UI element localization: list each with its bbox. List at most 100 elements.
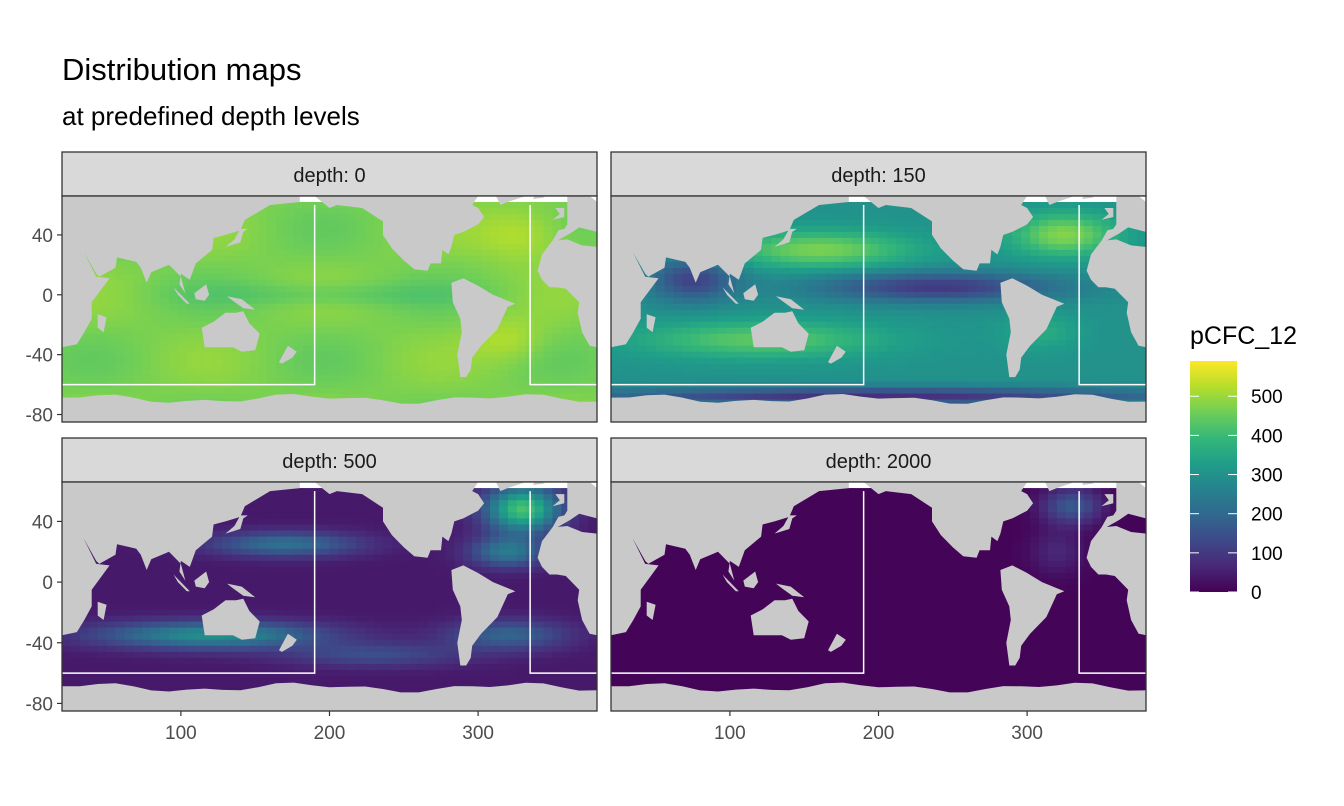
- land-antarctica: [611, 682, 1146, 711]
- land-newzealand: [279, 345, 297, 364]
- land-australia: [201, 311, 260, 352]
- land-northamerica: [314, 196, 485, 271]
- facet-strip-label: depth: 150: [831, 165, 926, 187]
- legend-break-label: 200: [1251, 505, 1283, 526]
- facet-strip: [61, 437, 598, 483]
- section-boundary-pacific: [611, 491, 865, 674]
- land-europe: [1101, 482, 1146, 528]
- facet-strip: [610, 437, 1147, 483]
- legend: pCFC_12 500 400 300 200 100 0: [1190, 322, 1297, 604]
- land-northamerica: [863, 482, 1034, 558]
- land-africa2: [1086, 526, 1146, 636]
- land-africa2: [537, 239, 597, 348]
- land-europe: [552, 196, 597, 241]
- facet-panel-depth-500: depth: 500: [61, 437, 598, 712]
- legend-break-label: 0: [1251, 583, 1262, 604]
- land-australia: [750, 598, 809, 640]
- land-uk: [1101, 208, 1114, 220]
- land-madagascar: [97, 314, 107, 333]
- land-greenland: [495, 482, 526, 492]
- section-boundary-pacific: [62, 491, 316, 674]
- facet-panels: depth: 0 depth: 150 depth: 500 depth: 2000: [61, 151, 1147, 712]
- land-africa: [611, 527, 659, 636]
- chart-subtitle: at predefined depth levels: [62, 101, 360, 131]
- chart-title: Distribution maps: [62, 52, 302, 87]
- x-tick-label: 300: [1011, 723, 1043, 744]
- land-southamerica: [1000, 278, 1065, 378]
- panel-border: [61, 195, 598, 423]
- land-newzealand: [279, 633, 297, 652]
- land-australia: [750, 311, 809, 352]
- land-southamerica: [451, 565, 516, 666]
- y-tick-label: 40: [32, 512, 53, 533]
- legend-break-label: 300: [1251, 466, 1283, 487]
- facet-panel-depth-0: depth: 0: [61, 151, 598, 423]
- land-iceland: [1082, 482, 1094, 485]
- section-boundary-atlantic: [1078, 491, 1146, 674]
- land-europe: [1101, 196, 1146, 241]
- land-southamerica: [1000, 565, 1065, 666]
- land-mask: [611, 196, 1146, 422]
- y-tick-label: -80: [26, 694, 53, 715]
- facet-panel-depth-150: depth: 150: [610, 151, 1147, 423]
- land-antarctica: [611, 394, 1146, 422]
- legend-break-label: 100: [1251, 544, 1283, 565]
- y-tick-label: 0: [42, 573, 53, 594]
- land-antarctica: [62, 394, 597, 422]
- land-japan: [774, 228, 797, 247]
- x-tick-label: 100: [714, 723, 746, 744]
- section-boundary-atlantic: [529, 204, 597, 386]
- x-tick-label: 200: [863, 723, 895, 744]
- land-mask: [62, 482, 597, 711]
- land-southamerica: [451, 278, 516, 378]
- land-africa: [62, 240, 110, 348]
- legend-break-label: 400: [1251, 426, 1283, 447]
- land-iceland: [533, 482, 545, 485]
- land-madagascar: [97, 601, 107, 620]
- land-antarctica: [62, 682, 597, 711]
- x-tick-label: 100: [165, 723, 197, 744]
- land-australia: [201, 598, 260, 640]
- facet-panel-depth-2000: depth: 2000: [610, 437, 1147, 712]
- y-tick-label: 40: [32, 226, 53, 247]
- land-japan: [225, 228, 248, 247]
- land-northamerica: [863, 196, 1034, 271]
- land-newguinea: [227, 583, 256, 598]
- land-greenland: [1044, 482, 1075, 492]
- section-boundary-atlantic: [1078, 204, 1146, 386]
- panel-border: [610, 195, 1147, 423]
- land-eurasia: [62, 482, 300, 581]
- section-boundary-pacific: [62, 204, 316, 386]
- facet-strip-label: depth: 2000: [826, 451, 932, 473]
- land-borneo: [743, 571, 759, 589]
- land-eurasia: [62, 196, 300, 294]
- land-newguinea: [776, 296, 805, 310]
- land-northamerica: [314, 482, 485, 558]
- facet-strip-label: depth: 0: [293, 165, 365, 187]
- axes: 40 0 -40 -80 40 0 -40 -80 100 200 300 100 200 300: [26, 226, 1043, 744]
- section-boundary-atlantic: [529, 491, 597, 674]
- land-japan: [225, 515, 248, 534]
- land-newzealand: [828, 633, 846, 652]
- land-africa: [611, 240, 659, 348]
- land-borneo: [194, 284, 210, 301]
- facet-strip-label: depth: 500: [282, 451, 377, 473]
- land-japan: [774, 515, 797, 534]
- x-tick-label: 300: [462, 723, 494, 744]
- land-mask: [62, 196, 597, 422]
- land-africa2: [537, 526, 597, 636]
- land-greenland: [495, 196, 526, 205]
- land-sumatra: [173, 574, 190, 592]
- y-tick-label: 0: [42, 286, 53, 307]
- land-mask: [611, 482, 1146, 711]
- land-borneo: [743, 284, 759, 301]
- section-boundary-pacific: [611, 204, 865, 386]
- land-uk: [1101, 494, 1114, 507]
- legend-break-label: 500: [1251, 387, 1283, 408]
- land-africa: [62, 527, 110, 636]
- land-eurasia: [611, 482, 849, 581]
- land-eurasia: [611, 196, 849, 294]
- x-tick-label: 200: [314, 723, 346, 744]
- land-madagascar: [646, 601, 656, 620]
